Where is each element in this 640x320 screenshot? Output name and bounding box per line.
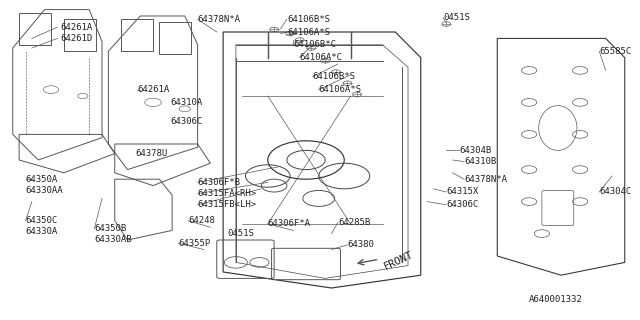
Text: 64378U: 64378U	[135, 149, 168, 158]
Text: 64304C: 64304C	[599, 188, 632, 196]
Text: 64315X: 64315X	[446, 188, 479, 196]
Text: 64106A*S: 64106A*S	[287, 28, 330, 36]
Text: 64310A: 64310A	[171, 98, 203, 107]
Text: 64106B*S: 64106B*S	[312, 72, 355, 81]
Text: 64315FA<RH>: 64315FA<RH>	[198, 189, 257, 198]
Text: 64106A*C: 64106A*C	[300, 53, 342, 62]
Text: 64315FB<LH>: 64315FB<LH>	[198, 200, 257, 209]
Text: 64330AA: 64330AA	[26, 186, 63, 195]
Text: 64106A*S: 64106A*S	[319, 85, 362, 94]
Text: 0451S: 0451S	[228, 229, 255, 238]
Text: 64106B*S: 64106B*S	[287, 15, 330, 24]
Text: 64261A: 64261A	[61, 23, 93, 32]
Text: 64350C: 64350C	[26, 216, 58, 225]
Text: 64330A: 64330A	[26, 228, 58, 236]
Text: 64355P: 64355P	[179, 239, 211, 248]
Text: 64306F*A: 64306F*A	[268, 220, 311, 228]
Text: 64350A: 64350A	[26, 175, 58, 184]
Text: 64378N*A: 64378N*A	[198, 15, 241, 24]
Text: 64310B: 64310B	[464, 157, 497, 166]
Text: 64248: 64248	[188, 216, 215, 225]
Text: 64380: 64380	[348, 240, 374, 249]
Text: 0451S: 0451S	[443, 13, 470, 22]
Text: 64306C: 64306C	[171, 117, 203, 126]
Text: 64261D: 64261D	[61, 34, 93, 43]
Text: 64304B: 64304B	[459, 146, 492, 155]
Text: 64306F*B: 64306F*B	[198, 178, 241, 187]
Text: 64306C: 64306C	[446, 200, 479, 209]
Text: 64261A: 64261A	[137, 85, 170, 94]
Text: 64285B: 64285B	[338, 218, 370, 227]
Text: 64350B: 64350B	[94, 224, 127, 233]
Text: A640001332: A640001332	[529, 295, 583, 304]
Text: FRONT: FRONT	[383, 250, 415, 272]
Text: 64106B*C: 64106B*C	[293, 40, 336, 49]
Text: 64330AB: 64330AB	[94, 236, 132, 244]
Text: 64378N*A: 64378N*A	[464, 175, 507, 184]
Text: 65585C: 65585C	[599, 47, 632, 56]
